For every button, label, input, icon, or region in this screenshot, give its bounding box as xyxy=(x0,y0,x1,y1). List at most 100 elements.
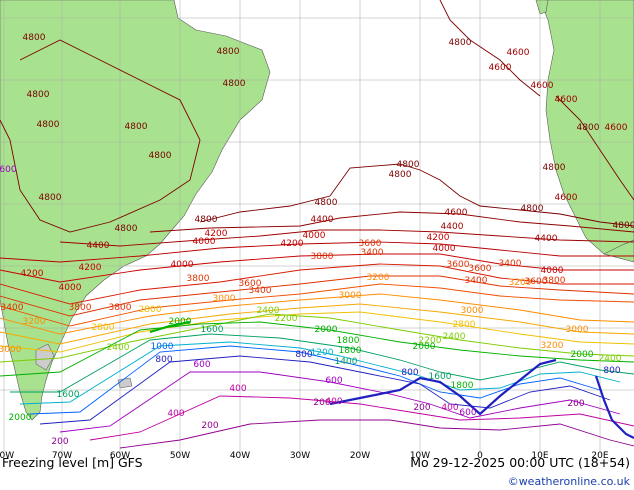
contour-label: 4600 xyxy=(605,123,628,133)
contour-label: 4200 xyxy=(21,269,44,279)
contour-label: 3800 xyxy=(543,276,566,286)
contour-label: 200 xyxy=(313,398,330,408)
graticule xyxy=(0,0,634,452)
contour-200 xyxy=(119,419,634,449)
contour-label: 4000 xyxy=(541,266,564,276)
contour-label: 4800 xyxy=(27,90,50,100)
contour-label: 4800 xyxy=(37,120,60,130)
contour-1200 xyxy=(19,341,621,405)
contour-label: 4800 xyxy=(125,122,148,132)
contour-label: 3800 xyxy=(109,303,132,313)
contour-3800 xyxy=(0,263,634,305)
contour-label: 200 xyxy=(201,421,218,431)
contour-label: 1800 xyxy=(451,381,474,391)
longitude-axis: 80W 70W 60W 50W 40W 30W 20W 10W 0 10E 20E xyxy=(0,451,634,462)
longitude-label: 10W xyxy=(409,451,431,461)
contour-label: 1200 xyxy=(311,348,334,358)
contour-label: 4400 xyxy=(535,234,558,244)
contour-labels: 4800 4800 4800 4800 4800 4800 4800 4800 4800 4800… xyxy=(0,33,634,447)
credit-link[interactable]: ©weatheronline.co.uk xyxy=(507,475,630,488)
bold-800-contour xyxy=(329,358,557,416)
contour-label: 3600 xyxy=(469,264,492,274)
contour-label: 800 xyxy=(155,355,172,365)
contour-label: 3200 xyxy=(23,317,46,327)
contour-label: 4800 xyxy=(115,224,138,234)
contour-label: 4400 xyxy=(441,222,464,232)
contour-label: 2000 xyxy=(315,325,338,335)
contour-label: 4200 xyxy=(427,233,450,243)
valid-time: Mo 29-12-2025 00:00 UTC (18+54) xyxy=(410,455,630,470)
contour-label: 600 xyxy=(325,376,342,386)
contour-label: 3400 xyxy=(249,286,272,296)
contour-4400 xyxy=(59,229,634,247)
contour-label: 4200 xyxy=(79,263,102,273)
longitude-label: 70W xyxy=(51,451,73,461)
contour-label: 2800 xyxy=(453,320,476,330)
contour-label: 2000 xyxy=(571,350,594,360)
contour-label: 4400 xyxy=(87,241,110,251)
contour-label: 4800 xyxy=(543,163,566,173)
contour-label: 2800 xyxy=(92,323,115,333)
contour-label: 3800 xyxy=(69,303,92,313)
contour-label: 4800 xyxy=(315,198,338,208)
contour-label: 2200 xyxy=(275,314,298,324)
contour-label: 600 xyxy=(193,360,210,370)
contour-label: 3000 xyxy=(461,306,484,316)
contour-label: 3000 xyxy=(566,325,589,335)
contour-label: 3000 xyxy=(339,291,362,301)
contour-label: 200 xyxy=(413,403,430,413)
contour-label: 4000 xyxy=(303,231,326,241)
contour-3600 xyxy=(0,275,634,317)
contour-3000 xyxy=(0,303,634,345)
map-title: Freezing level [m] GFS xyxy=(2,455,143,470)
south-africa-tip xyxy=(603,239,634,263)
contour-label: 4000 xyxy=(59,283,82,293)
contour-label: 800 xyxy=(295,350,312,360)
contour-label: 4200 xyxy=(281,239,304,249)
contour-label: 3400 xyxy=(361,248,384,258)
contour-label: 4600 xyxy=(555,193,578,203)
contour-label: 4600 xyxy=(489,63,512,73)
contour-600 xyxy=(59,371,621,433)
contour-label: 400 xyxy=(167,409,184,419)
contour-label: 3600 xyxy=(239,279,262,289)
contour-3400 xyxy=(0,283,634,327)
contour-label: 400 xyxy=(441,403,458,413)
contour-label: 200 xyxy=(567,399,584,409)
longitude-label: 20W xyxy=(349,451,371,461)
contour-label: 3400 xyxy=(1,303,24,313)
contour-label: 3000 xyxy=(213,294,236,304)
contour-label: 4800 xyxy=(449,38,472,48)
contour-label: 3000 xyxy=(0,345,22,355)
contour-label: 1800 xyxy=(339,346,362,356)
contour-label: 2200 xyxy=(419,336,442,346)
contour-label: 4600 xyxy=(531,81,554,91)
contour-400 xyxy=(89,395,634,441)
longitude-label: 50W xyxy=(169,451,191,461)
contour-1600 xyxy=(10,333,634,393)
contour-label: 800 xyxy=(603,366,620,376)
contour-label: 3600 xyxy=(359,239,382,249)
contour-4600 xyxy=(149,211,634,233)
freezing-level-map: 4800 4800 4800 4800 4800 4800 4800 4800 4800 4800… xyxy=(0,0,634,452)
contour-label: 4800 xyxy=(613,221,634,231)
contour-4000 xyxy=(0,253,634,283)
contour-label: 2800 xyxy=(139,305,162,315)
contour-label: 3400 xyxy=(499,259,522,269)
contour-label: 4000 xyxy=(433,244,456,254)
longitude-label: 60W xyxy=(109,451,131,461)
contour-1000 xyxy=(29,345,601,415)
contour-label: 1800 xyxy=(337,336,360,346)
contour-label: 4800 xyxy=(577,123,600,133)
contour-label: 4800 xyxy=(39,193,62,203)
contour-label: 4000 xyxy=(171,260,194,270)
contour-4800-sa-interior xyxy=(0,39,201,233)
contour-label: 1400 xyxy=(335,357,358,367)
contour-label: 4800 xyxy=(23,33,46,43)
contour-label: 4800 xyxy=(521,204,544,214)
contour-label: 4800 xyxy=(195,215,218,225)
contour-4800-africa xyxy=(555,95,634,201)
longitude-label: 30W xyxy=(289,451,311,461)
contour-label: 3800 xyxy=(311,252,334,262)
contour-label: 2000 xyxy=(169,317,192,327)
